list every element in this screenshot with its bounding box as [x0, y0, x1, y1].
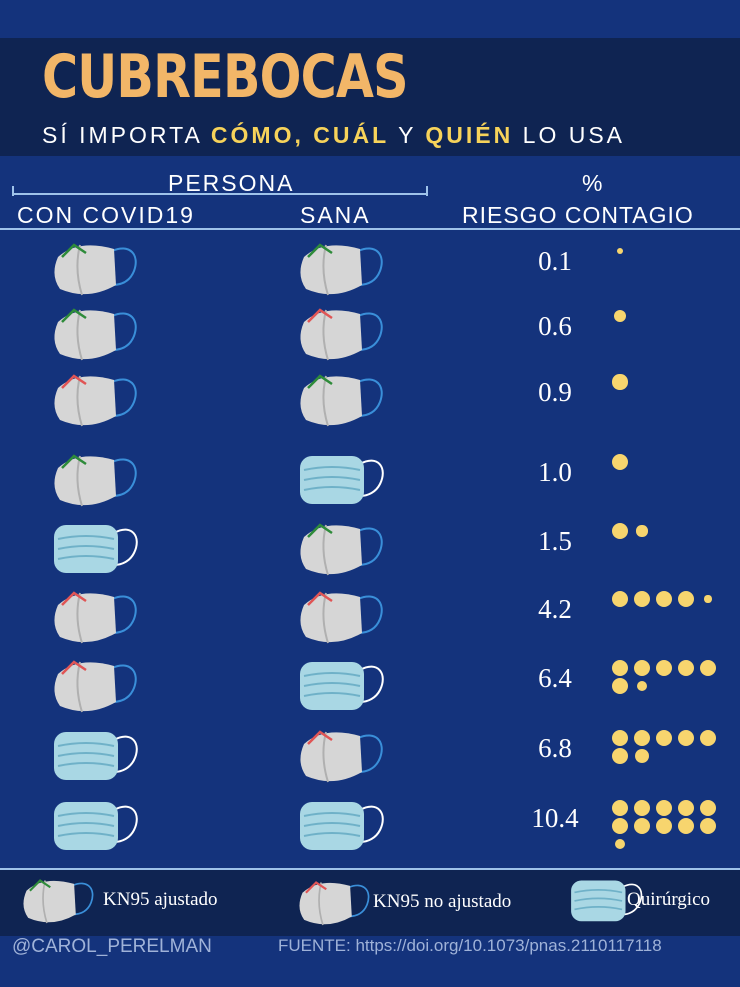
covid-column-header: CON COVID19	[17, 202, 195, 228]
kn95-unfitted-icon	[48, 366, 140, 437]
risk-dot	[634, 818, 650, 834]
kn95-unfitted-icon	[294, 300, 386, 371]
risk-dot	[656, 730, 672, 746]
surgical-mask-icon	[294, 792, 386, 863]
healthy-column-header: SANA	[300, 202, 371, 228]
risk-value: 6.4	[538, 663, 572, 693]
kn95-fitted-icon	[294, 515, 386, 586]
risk-dot	[678, 591, 694, 607]
bracket-tick-left	[12, 186, 14, 196]
surgical-mask-icon	[48, 792, 140, 863]
subtitle-part: LO USA	[513, 122, 626, 148]
surgical-mask-icon	[48, 722, 140, 793]
risk-dot	[678, 660, 694, 676]
risk-dot	[612, 818, 628, 834]
risk-value: 6.8	[538, 733, 572, 763]
kn95-fitted-icon	[294, 366, 386, 437]
risk-dot	[634, 591, 650, 607]
kn95-fitted-icon	[48, 446, 140, 517]
percent-header: %	[582, 170, 605, 196]
risk-dot	[613, 309, 627, 323]
kn95-fitted-icon	[48, 300, 140, 371]
risk-value: 0.1	[538, 246, 572, 276]
risk-value: 4.2	[538, 594, 572, 624]
risk-value: 1.0	[538, 457, 572, 487]
risk-dot	[612, 591, 628, 607]
risk-dot	[700, 800, 716, 816]
risk-value: 0.9	[538, 377, 572, 407]
risk-dot	[614, 838, 626, 850]
author-credit: @CAROL_PERELMAN	[12, 936, 212, 957]
subtitle-part: Y	[389, 122, 426, 148]
risk-dot	[612, 523, 628, 539]
risk-dot	[612, 374, 628, 390]
risk-dot	[704, 595, 712, 603]
risk-dot	[612, 800, 628, 816]
risk-value: 10.4	[531, 803, 579, 833]
source-credit: FUENTE: https://doi.org/10.1073/pnas.211…	[278, 936, 662, 955]
risk-value: 0.6	[538, 311, 572, 341]
kn95-unfitted-icon	[294, 583, 386, 654]
subtitle-highlight-who: QUIÉN	[425, 122, 514, 148]
kn95-fitted-icon	[48, 235, 140, 306]
risk-dot	[634, 730, 650, 746]
persona-header: PERSONA	[168, 170, 295, 196]
page-subtitle: SÍ IMPORTA CÓMO, CUÁL Y QUIÉN LO USA	[42, 122, 625, 149]
risk-dot	[678, 800, 694, 816]
risk-dot	[636, 680, 648, 692]
risk-dot	[612, 748, 628, 764]
risk-dot	[612, 730, 628, 746]
risk-dot	[634, 748, 650, 764]
risk-dot	[700, 730, 716, 746]
risk-dot	[636, 525, 648, 537]
title-band	[0, 38, 740, 156]
legend-kn95-unfitted-icon	[294, 874, 372, 934]
risk-dot	[634, 800, 650, 816]
surgical-mask-icon	[294, 652, 386, 723]
risk-dot	[656, 660, 672, 676]
surgical-mask-icon	[294, 446, 386, 517]
risk-dot	[700, 660, 716, 676]
kn95-unfitted-icon	[48, 583, 140, 654]
risk-dot	[700, 818, 716, 834]
legend-surgical-mask-icon	[566, 872, 644, 932]
persona-bracket-line	[12, 193, 428, 195]
kn95-unfitted-icon	[294, 722, 386, 793]
kn95-fitted-icon	[294, 235, 386, 306]
risk-dot	[678, 818, 694, 834]
risk-dot	[634, 660, 650, 676]
bracket-tick-right	[426, 186, 428, 196]
risk-dot	[656, 591, 672, 607]
risk-dot	[612, 454, 628, 470]
legend-kn95-unfitted-label: KN95 no ajustado	[373, 891, 512, 912]
kn95-unfitted-icon	[48, 652, 140, 723]
subtitle-part: SÍ IMPORTA	[42, 122, 211, 148]
risk-dot	[678, 730, 694, 746]
legend-kn95-fitted-icon	[18, 872, 96, 932]
legend-kn95-fitted-label: KN95 ajustado	[103, 889, 218, 910]
risk-dot	[656, 818, 672, 834]
risk-dot	[612, 678, 628, 694]
risk-column-header: RIESGO CONTAGIO	[462, 202, 694, 228]
risk-dot	[617, 248, 623, 254]
risk-dot	[612, 660, 628, 676]
subtitle-highlight-how-which: CÓMO, CUÁL	[210, 122, 390, 148]
legend-surgical-label: Quirúrgico	[627, 889, 711, 910]
page-title: CUBREBOCAS	[42, 42, 409, 112]
surgical-mask-icon	[48, 515, 140, 586]
header-divider	[0, 228, 740, 230]
risk-dot	[656, 800, 672, 816]
risk-value: 1.5	[538, 526, 572, 556]
